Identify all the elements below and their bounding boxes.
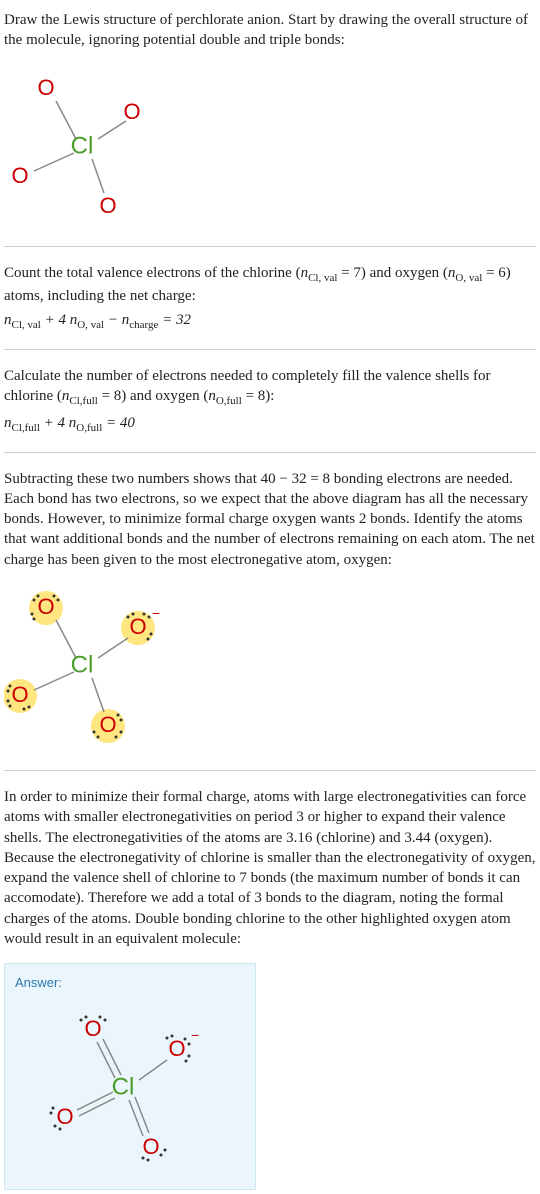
text: Count the total valence electrons of the… — [4, 265, 301, 281]
skeleton-diagram: O O O O Cl — [4, 65, 536, 236]
answer-diagram: O O − O O Cl — [15, 998, 215, 1173]
atom-o: O — [129, 614, 146, 639]
divider — [4, 246, 536, 247]
fill-section: Calculate the number of electrons needed… — [4, 360, 536, 442]
atom-o: O — [142, 1133, 159, 1158]
atom-o: O — [11, 682, 28, 707]
atom-cl: Cl — [71, 132, 94, 159]
divider — [4, 452, 536, 453]
atom-o: O — [56, 1103, 73, 1128]
divider — [4, 349, 536, 350]
bonding-text: Subtracting these two numbers shows that… — [4, 471, 535, 568]
atom-o: O — [99, 192, 116, 217]
result: 32 — [176, 312, 191, 328]
text: = 8): — [242, 388, 275, 404]
atom-o: O — [99, 712, 116, 737]
var: nCl,full — [62, 388, 98, 404]
answer-label: Answer: — [15, 974, 245, 992]
fill-formula: nCl,full + 4 nO,full = 40 — [4, 413, 536, 436]
intro-text: Draw the Lewis structure of perchlorate … — [4, 4, 536, 57]
valence-formula: nCl, val + 4 nO, val − ncharge = 32 — [4, 310, 536, 333]
atom-cl: Cl — [71, 651, 94, 678]
text: = 7) and oxygen ( — [337, 265, 448, 281]
expand-section: In order to minimize their formal charge… — [4, 781, 536, 955]
atom-o: O — [37, 74, 54, 99]
var: nO,full — [208, 388, 241, 404]
divider — [4, 770, 536, 771]
var: nO, val — [448, 265, 482, 281]
bonding-section: Subtracting these two numbers shows that… — [4, 463, 536, 576]
intro-content: Draw the Lewis structure of perchlorate … — [4, 12, 528, 48]
atom-o: O — [11, 162, 28, 187]
atom-o: O — [84, 1015, 101, 1040]
atom-cl: Cl — [112, 1073, 135, 1100]
atom-o: O — [168, 1035, 185, 1060]
neg-charge: − — [191, 1027, 199, 1043]
atom-o: O — [37, 594, 54, 619]
answer-box: Answer: O O − O O Cl — [4, 963, 256, 1190]
neg-charge: − — [152, 605, 160, 621]
text: = 8) and oxygen ( — [98, 388, 209, 404]
atom-o: O — [123, 98, 140, 123]
valence-section: Count the total valence electrons of the… — [4, 257, 536, 339]
highlighted-diagram: O O − O O Cl — [4, 584, 536, 760]
result: 40 — [120, 415, 135, 431]
var: nCl, val — [301, 265, 338, 281]
expand-text: In order to minimize their formal charge… — [4, 789, 535, 947]
